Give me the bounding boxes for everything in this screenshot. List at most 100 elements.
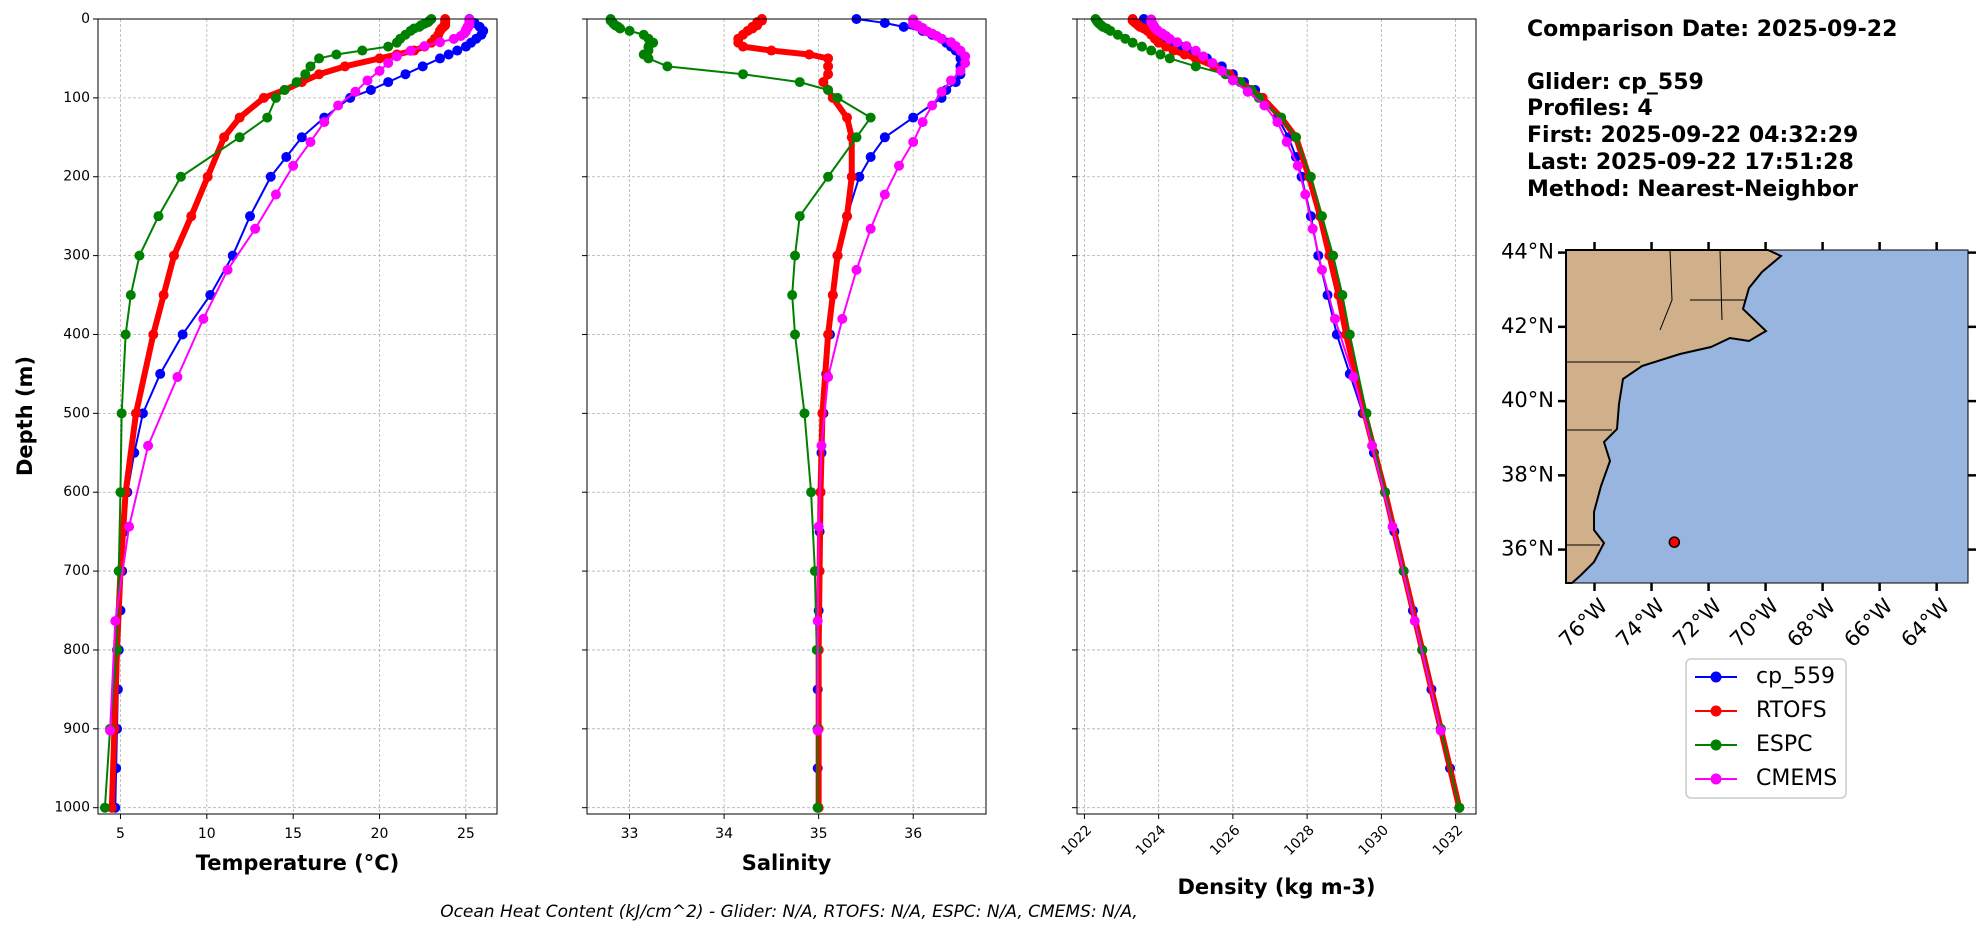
legend-label: RTOFS <box>1756 698 1827 723</box>
profile-point <box>1227 75 1238 86</box>
profile-point <box>908 112 919 123</box>
profile-point <box>205 290 216 301</box>
profile-point <box>662 61 673 72</box>
profile-point <box>1190 61 1201 72</box>
legend-label: cp_559 <box>1756 664 1835 689</box>
profile-point <box>1179 49 1190 60</box>
profile-point <box>1242 86 1253 97</box>
profile-point <box>1292 160 1303 171</box>
profile-point <box>1127 37 1138 48</box>
profile-point <box>832 92 843 103</box>
profile-point <box>291 77 302 88</box>
y-tick-label: 0 <box>81 11 90 27</box>
y-tick-label: 200 <box>63 169 90 185</box>
profile-point <box>1216 65 1227 76</box>
x-tick-label: 1032 <box>1430 822 1467 859</box>
profile-point <box>1316 211 1327 222</box>
profile-point <box>823 329 834 340</box>
profile-point <box>116 408 127 419</box>
profile-point <box>1367 440 1378 451</box>
info-line: Profiles: 4 <box>1527 96 1653 121</box>
y-tick-label: 400 <box>63 326 90 342</box>
profile-point <box>738 41 749 52</box>
x-axis-label: Temperature (°C) <box>196 851 399 875</box>
profile-point <box>1120 33 1131 44</box>
profile-point <box>391 51 402 62</box>
profile-point <box>1112 29 1123 40</box>
profile-point <box>1105 25 1116 36</box>
profile-point <box>794 77 805 88</box>
profile-point <box>832 250 843 261</box>
axes-frame <box>1076 18 1477 815</box>
profile-point <box>419 41 430 52</box>
profile-point <box>1290 132 1301 143</box>
profile-point <box>435 53 445 64</box>
profile-point <box>879 132 890 143</box>
x-axis-label: Density (kg m-3) <box>1177 875 1375 899</box>
x-tick-label: 25 <box>457 826 475 842</box>
profile-point <box>1168 45 1179 56</box>
profile-point <box>1161 41 1172 52</box>
profile-point <box>383 41 394 52</box>
lon-tick-label: 68°W <box>1782 594 1840 652</box>
profile-line <box>1143 18 1461 808</box>
lat-tick-label: 40°N <box>1501 388 1554 412</box>
x-tick-label: 1026 <box>1207 822 1244 859</box>
profile-point <box>790 250 801 261</box>
lon-tick-label: 76°W <box>1554 594 1612 652</box>
profile-point <box>1329 313 1340 324</box>
profile-point <box>787 290 798 301</box>
profile-point <box>643 53 654 64</box>
profile-point <box>1155 49 1166 60</box>
profile-point <box>319 117 330 128</box>
glider-location <box>1668 536 1681 548</box>
profile-point <box>374 53 385 64</box>
y-tick-label: 300 <box>63 248 90 264</box>
profile-point <box>110 616 121 627</box>
lon-tick-label: 72°W <box>1668 594 1726 652</box>
state-border <box>1659 249 1673 331</box>
profile-point <box>823 371 834 382</box>
profile-point <box>812 802 823 813</box>
profile-point <box>314 53 325 64</box>
profile-point <box>818 77 829 88</box>
profile-point <box>1272 117 1283 128</box>
x-tick-label: 36 <box>904 826 922 842</box>
land <box>1565 249 1783 584</box>
profile-point <box>1207 58 1218 69</box>
profile-point <box>865 112 876 123</box>
legend-label: CMEMS <box>1756 766 1837 791</box>
profile-point <box>1146 45 1157 56</box>
profile-point <box>305 136 316 147</box>
profile-point <box>115 487 126 498</box>
profile-point <box>1281 136 1292 147</box>
profile-point <box>851 264 862 275</box>
profile-point <box>823 61 834 72</box>
legend-marker <box>1710 705 1722 717</box>
profile-point <box>766 45 777 56</box>
profile-point <box>362 75 373 86</box>
y-tick-label: 1000 <box>54 800 90 816</box>
profile-point <box>105 725 116 736</box>
profile-point <box>812 725 823 736</box>
x-tick-label: 35 <box>810 826 828 842</box>
y-tick-label: 100 <box>63 90 90 106</box>
profile-point <box>827 290 838 301</box>
y-axis-label: Depth (m) <box>13 356 37 476</box>
profile-point <box>281 152 292 163</box>
profile-point <box>898 21 909 32</box>
profile-point <box>153 211 164 222</box>
lat-tick-label: 42°N <box>1501 314 1554 338</box>
map-frame <box>1565 249 1969 584</box>
axes-frame <box>586 18 987 815</box>
profile-point <box>270 92 281 103</box>
profile-point <box>177 329 188 340</box>
profile-point <box>946 75 957 86</box>
profile-point <box>99 802 110 813</box>
profile-point <box>383 77 394 88</box>
profile-point <box>1344 329 1355 340</box>
profile-point <box>936 33 947 44</box>
profile-point <box>169 250 179 261</box>
